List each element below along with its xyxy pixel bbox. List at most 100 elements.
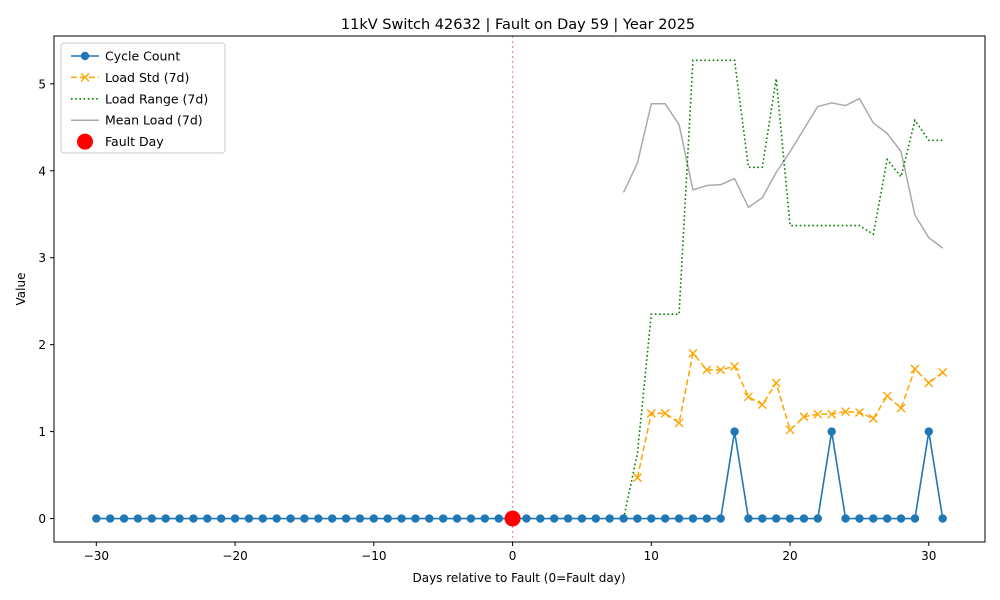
cycle-count-point — [397, 514, 406, 523]
cycle-count-point — [730, 427, 739, 436]
load-std-point — [896, 403, 906, 413]
cycle-count-point — [702, 514, 712, 523]
load-std-point — [646, 408, 656, 418]
cycle-count-point — [189, 514, 198, 523]
load-std-point — [882, 391, 892, 401]
cycle-count-point — [480, 514, 490, 523]
legend-label: Mean Load (7d) — [105, 113, 203, 128]
cycle-count-point — [92, 514, 101, 523]
cycle-count-point — [896, 514, 906, 523]
legend-swatch-marker — [80, 72, 90, 82]
load-std-point — [674, 418, 684, 428]
load-std-point — [910, 364, 920, 374]
legend-label: Load Std (7d) — [105, 70, 189, 85]
y-tick-label: 3 — [38, 251, 46, 265]
load-std-marker-stroke — [785, 425, 795, 435]
load-std-point — [743, 392, 753, 402]
cycle-count-point — [175, 514, 184, 523]
cycle-count-point — [119, 514, 129, 523]
load-std-point — [771, 378, 781, 388]
load-std-marker-stroke — [882, 391, 892, 401]
cycle-count-point — [938, 514, 947, 523]
cycle-count-point — [244, 514, 254, 523]
cycle-count-point — [536, 514, 545, 523]
cycle-count-point — [230, 514, 240, 523]
legend-entry: Load Range (7d) — [71, 91, 208, 106]
cycle-count-point — [785, 514, 795, 523]
cycle-count-point — [522, 514, 531, 523]
plot-frame — [53, 35, 986, 543]
load-std-marker-stroke — [730, 361, 740, 371]
cycle-count-point — [924, 427, 934, 436]
cycle-count-point — [647, 514, 656, 523]
load-std-marker-stroke — [799, 412, 809, 422]
y-tick-label: 1 — [38, 425, 46, 439]
cycle-count-point — [591, 514, 601, 523]
y-axis-label: Value — [14, 273, 28, 306]
cycle-count-point — [716, 514, 725, 523]
x-tick-label: 30 — [921, 549, 936, 563]
y-tick-label: 0 — [38, 512, 46, 526]
cycle-count-point — [133, 514, 143, 523]
cycle-count-point — [674, 514, 684, 523]
y-tick-label: 2 — [38, 338, 46, 352]
load-std-point — [813, 409, 823, 419]
legend-entry: Load Std (7d) — [71, 70, 189, 85]
cycle-count-point — [355, 514, 365, 523]
load-std-point — [868, 414, 878, 424]
cycle-count-point — [827, 427, 836, 436]
cycle-count-point — [688, 514, 698, 523]
load-std-marker-stroke — [841, 407, 851, 417]
cycle-count-point — [300, 514, 309, 523]
load-std-point — [938, 367, 948, 377]
cycle-count-point — [549, 514, 559, 523]
cycle-count-point — [619, 514, 628, 523]
load-std-point — [716, 365, 726, 375]
load-std-point — [785, 425, 795, 435]
cycle-count-point — [105, 514, 115, 523]
legend: Cycle Count Load Std (7d) Load Range (7d) M… — [60, 42, 226, 154]
cycle-count-point — [869, 514, 878, 523]
load-std-marker-stroke — [924, 378, 934, 388]
legend-entry: Cycle Count — [71, 49, 180, 64]
y-tick-label: 5 — [38, 77, 46, 91]
cycle-count-point — [563, 514, 573, 523]
cycle-count-point — [216, 514, 226, 523]
cycle-count-point — [910, 514, 920, 523]
cycle-count-point — [605, 514, 614, 523]
cycle-count-point — [272, 514, 281, 523]
load-std-point — [688, 348, 698, 358]
cycle-count-point — [799, 514, 809, 523]
cycle-count-point — [577, 514, 587, 523]
cycle-count-point — [882, 514, 892, 523]
load-std-marker-stroke — [827, 409, 837, 419]
load-std-point — [702, 365, 712, 375]
cycle-count-point — [425, 514, 434, 523]
load-std-point — [730, 361, 740, 371]
x-tick-label: 10 — [644, 549, 659, 563]
legend-label: Cycle Count — [105, 49, 180, 64]
cycle-count-point — [327, 514, 337, 523]
load-std-point — [660, 408, 670, 418]
cycle-count-point — [813, 514, 823, 523]
cycle-count-point — [341, 514, 351, 523]
cycle-count-point — [147, 514, 157, 523]
cycle-count-point — [758, 514, 767, 523]
load-std-marker-stroke — [868, 414, 878, 424]
x-tick-label: −20 — [222, 549, 247, 563]
fault-day-point — [504, 510, 521, 527]
cycle-count-point — [286, 514, 295, 523]
load-std-marker-stroke — [716, 365, 726, 375]
series-load-range-line — [622, 59, 943, 519]
load-std-marker-stroke — [632, 473, 642, 483]
cycle-count-point — [466, 514, 476, 523]
load-std-point — [632, 473, 642, 483]
load-std-marker-stroke — [743, 392, 753, 402]
legend-box — [60, 42, 226, 154]
cycle-count-point — [161, 514, 170, 523]
cycle-count-point — [383, 514, 392, 523]
chart-title: 11kV Switch 42632 | Fault on Day 59 | Ye… — [341, 17, 695, 33]
legend-swatch-marker — [77, 133, 93, 150]
series-mean-load-line — [622, 97, 944, 249]
